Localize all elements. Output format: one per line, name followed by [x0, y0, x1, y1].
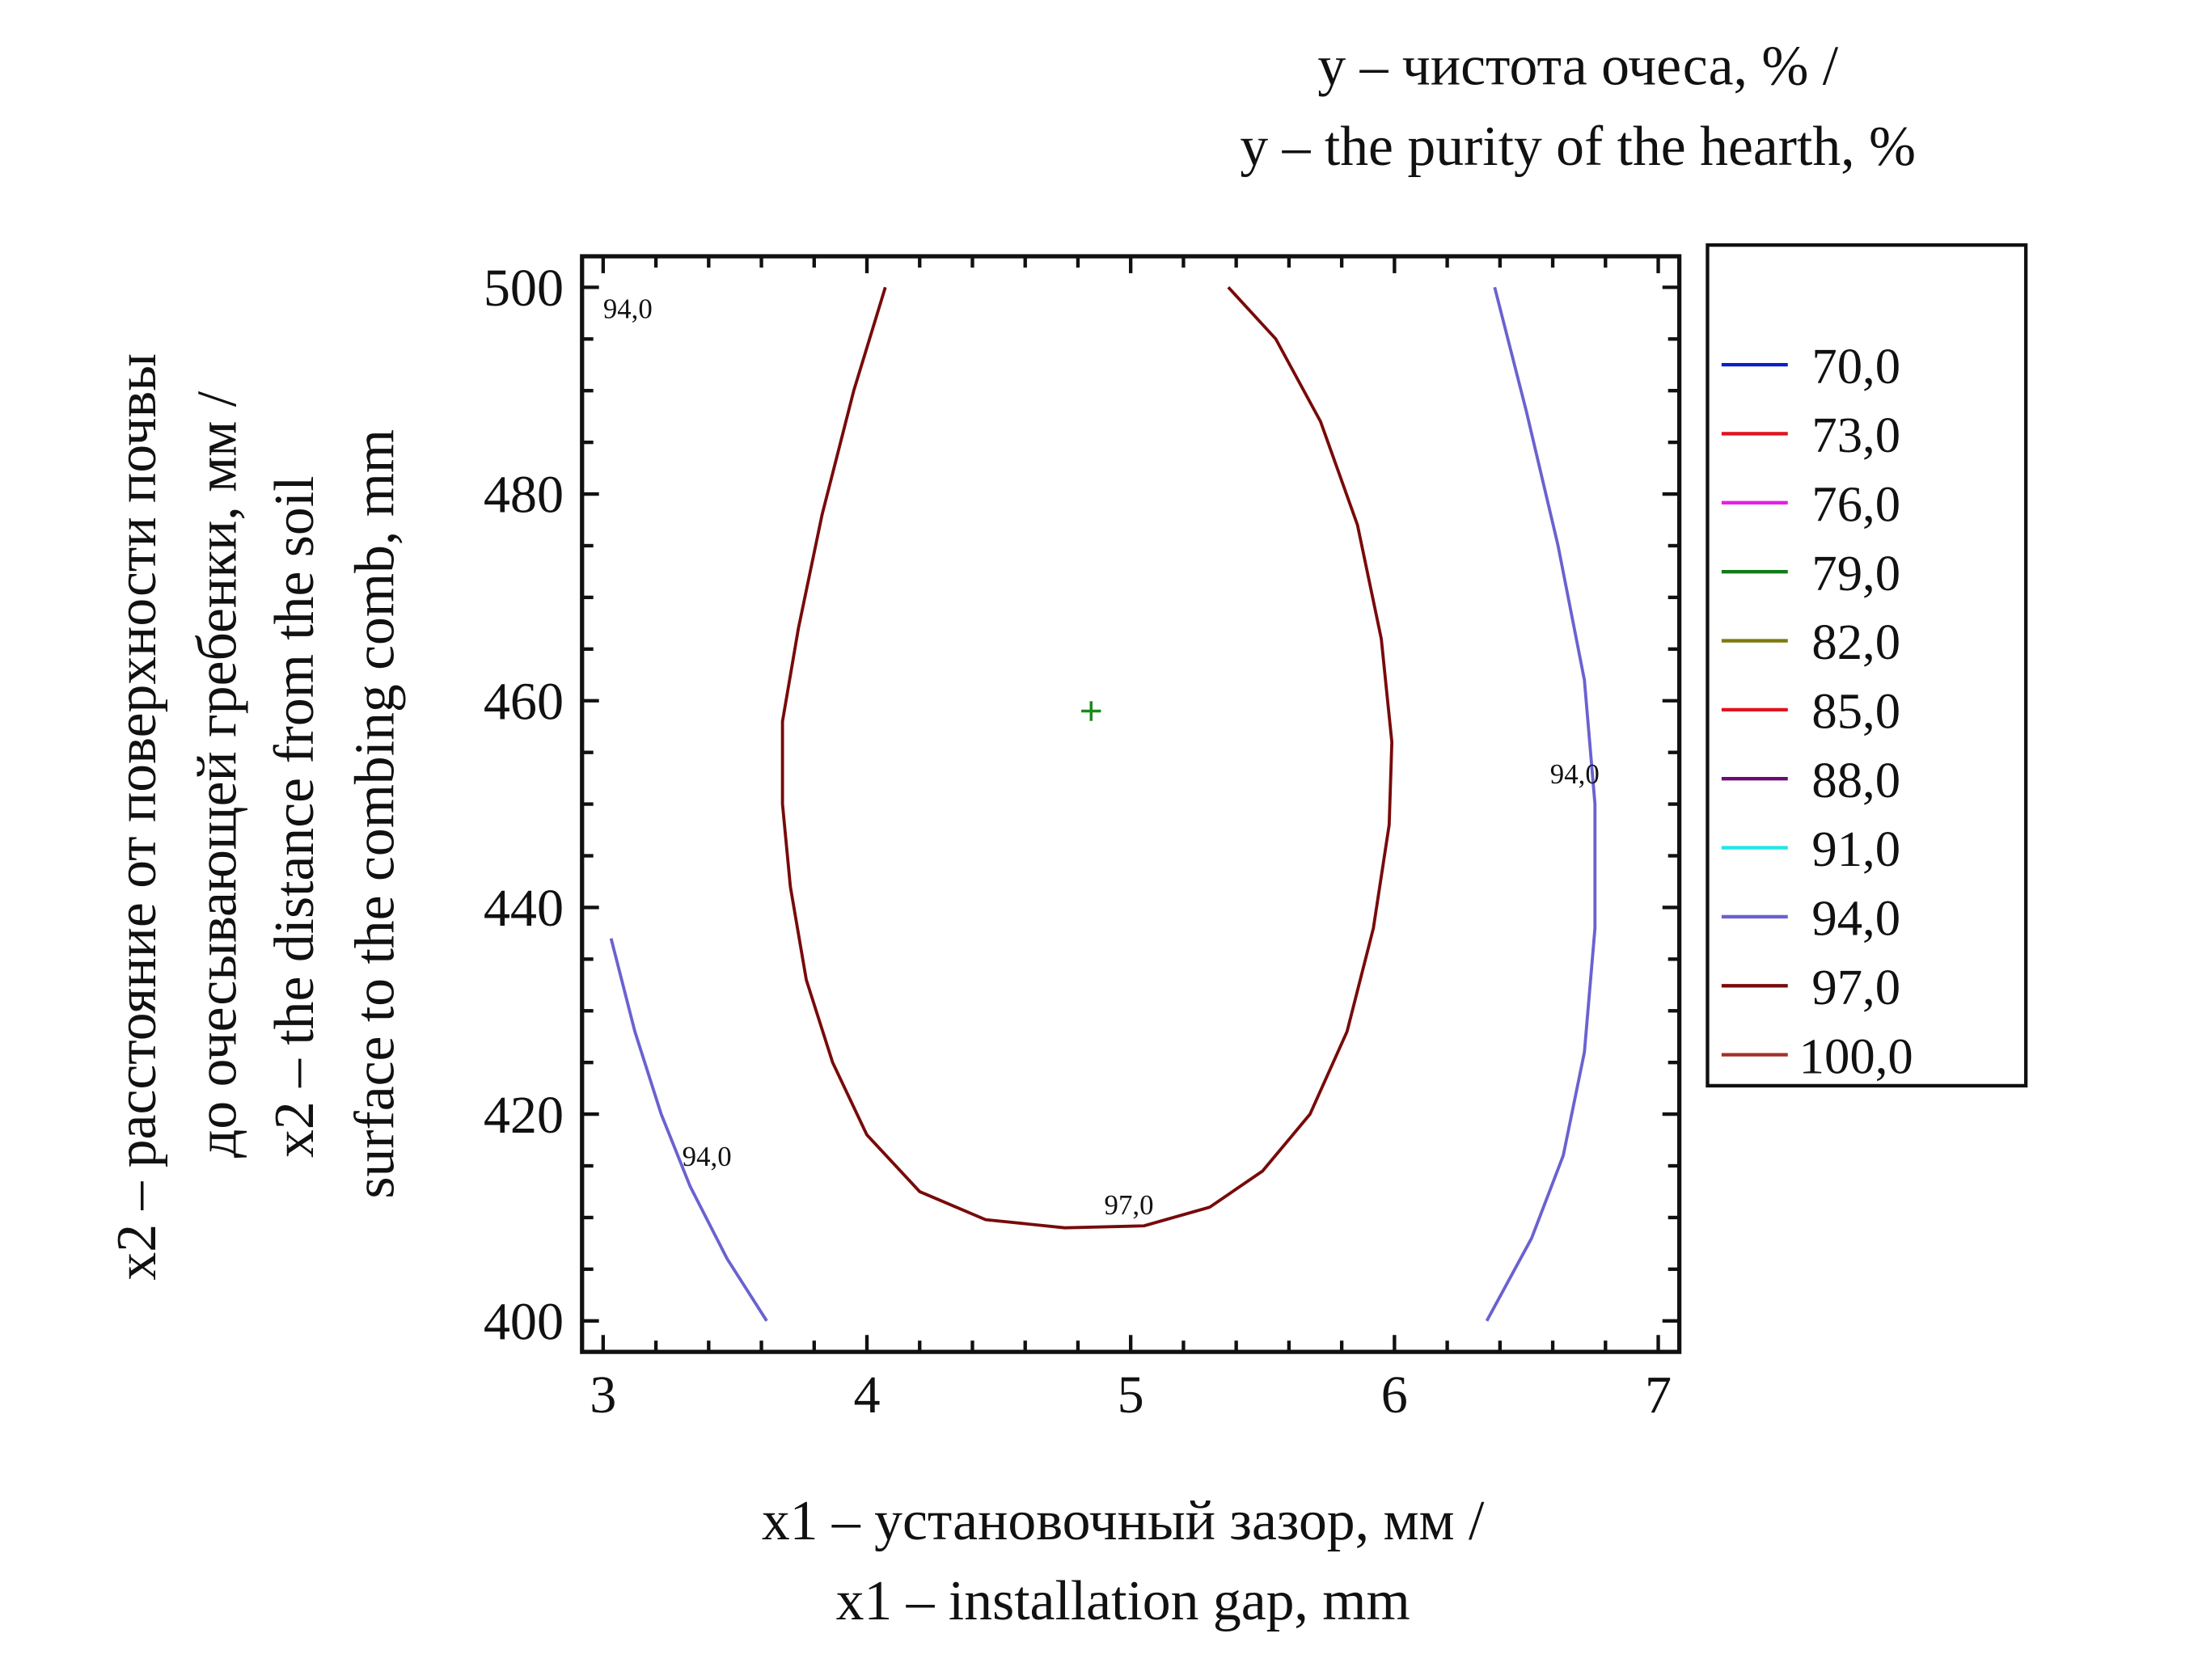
x-tick-label: 6 — [1381, 1366, 1408, 1425]
axis-ticks — [581, 256, 1680, 1353]
y-axis-label-line-3: x2 – the distance from the soil — [264, 476, 326, 1158]
y-tick-labels: 400 420 440 460 480 500 — [484, 259, 564, 1351]
x-axis-label-line-2: x1 – installation gap, mm — [836, 1570, 1410, 1632]
y-axis-label-line-1: x2 – расстояние от поверхности почвы — [106, 353, 168, 1281]
legend: 70,0 73,0 76,0 79,0 82,0 85,0 88,0 91,0 94,0 97,0… — [1721, 338, 1913, 1084]
y-axis-label-line-4: surface to the combing comb, mm — [344, 429, 406, 1199]
y-tick-label: 460 — [484, 672, 564, 731]
y-axis-label-line-2: до очесывающей гребенки, мм / — [186, 390, 248, 1158]
legend-label: 88,0 — [1811, 752, 1900, 808]
legend-label: 70,0 — [1811, 338, 1900, 395]
contour-line-94-0 — [1485, 286, 1597, 1322]
legend-label: 73,0 — [1811, 407, 1900, 463]
x-axis-label: x1 – установочный зазор, мм / x1 – insta… — [762, 1490, 1485, 1632]
optimum-marker — [1081, 701, 1101, 721]
chart-title-line-2: y – the purity of the hearth, % — [1240, 116, 1916, 178]
y-tick-label: 420 — [484, 1086, 564, 1145]
legend-label: 79,0 — [1811, 545, 1900, 602]
contour-line-94-0 — [609, 938, 768, 1322]
legend-label: 94,0 — [1811, 890, 1900, 947]
y-tick-label: 400 — [484, 1292, 564, 1351]
contour-label: 94,0 — [603, 293, 653, 325]
x-tick-labels: 3 4 5 6 7 — [590, 1366, 1672, 1425]
contour-label: 94,0 — [683, 1141, 732, 1172]
legend-box — [1706, 243, 2028, 1088]
legend-label: 85,0 — [1811, 683, 1900, 740]
legend-label: 76,0 — [1811, 475, 1900, 532]
legend-label: 91,0 — [1811, 821, 1900, 877]
contour-label: 97,0 — [1105, 1189, 1154, 1221]
contour-lines — [609, 286, 1597, 1322]
y-tick-label: 480 — [484, 466, 564, 525]
legend-label: 100,0 — [1799, 1028, 1913, 1084]
y-axis-label: x2 – расстояние от поверхности почвы до … — [106, 353, 406, 1281]
x-axis-label-line-1: x1 – установочный зазор, мм / — [762, 1490, 1485, 1552]
contour-labels: 94,0 94,0 94,0 97,0 — [603, 293, 1600, 1221]
chart-title-line-1: y – чистота очеса, % / — [1317, 36, 1838, 98]
x-tick-label: 3 — [590, 1366, 616, 1425]
x-tick-label: 4 — [853, 1366, 880, 1425]
chart-title: y – чистота очеса, % / y – the purity of… — [1240, 36, 1916, 178]
y-tick-label: 440 — [484, 879, 564, 938]
x-tick-label: 7 — [1645, 1366, 1672, 1425]
contour-line-97-0 — [780, 286, 1394, 1230]
legend-label: 82,0 — [1811, 614, 1900, 670]
x-tick-label: 5 — [1118, 1366, 1144, 1425]
plot-frame — [580, 254, 1682, 1354]
legend-label: 97,0 — [1811, 959, 1900, 1015]
y-tick-label: 500 — [484, 259, 564, 318]
contour-label: 94,0 — [1550, 758, 1600, 790]
